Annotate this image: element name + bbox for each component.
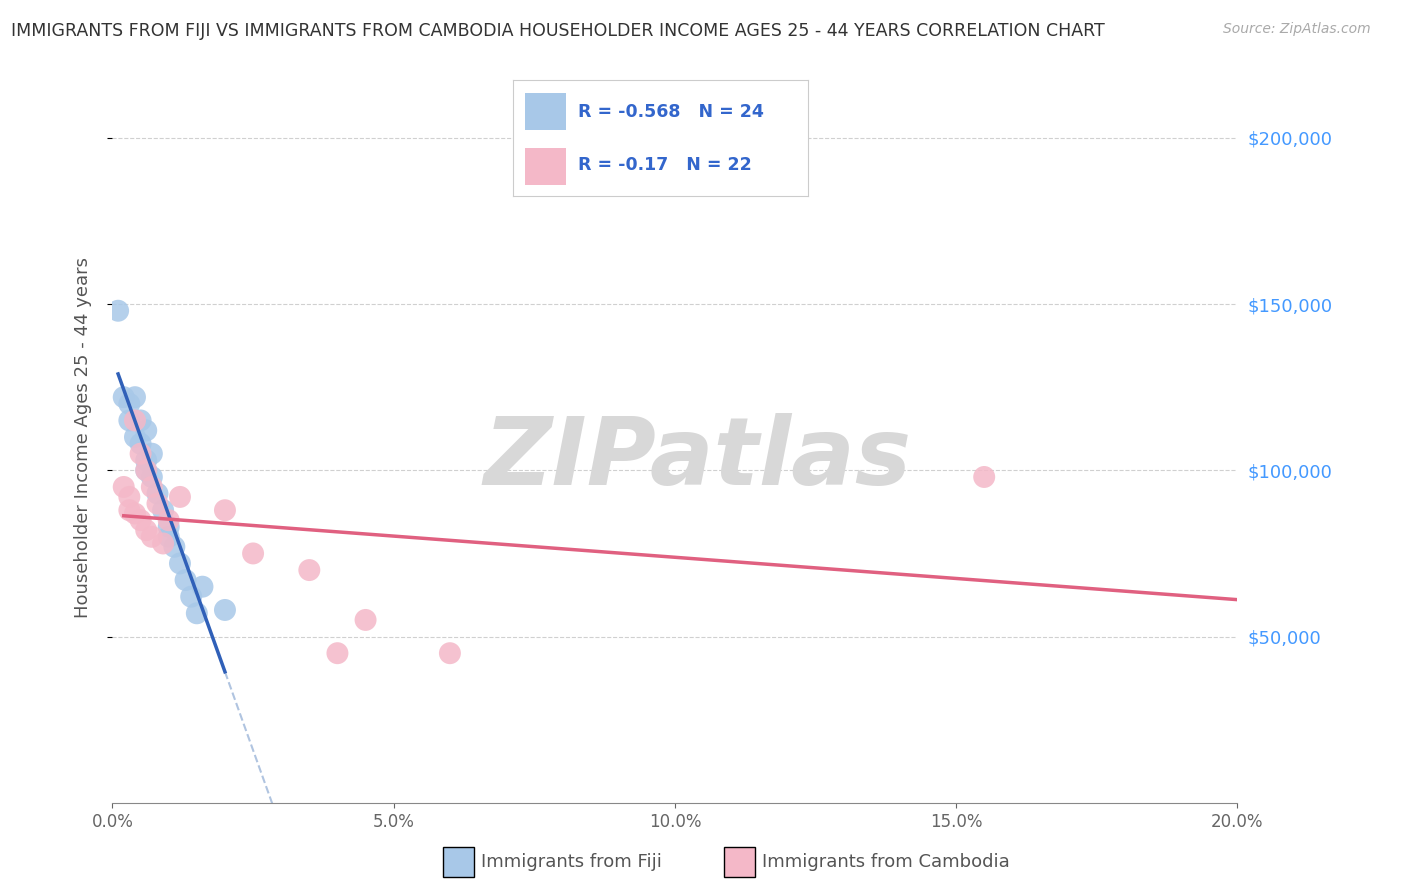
Point [146, 497, 169, 511]
Point [157, 530, 180, 544]
Point [169, 557, 191, 571]
Point [135, 453, 157, 467]
Point [129, 436, 152, 450]
Point [129, 513, 152, 527]
Point [186, 607, 208, 621]
Point [135, 463, 157, 477]
Point [135, 523, 157, 537]
Point [141, 447, 163, 461]
Point [163, 540, 186, 554]
Point [124, 430, 146, 444]
Point [973, 470, 995, 484]
Text: R = -0.568   N = 24: R = -0.568 N = 24 [578, 103, 763, 120]
Point [157, 520, 180, 534]
Point [118, 490, 141, 504]
Point [112, 390, 135, 404]
Text: R = -0.17   N = 22: R = -0.17 N = 22 [578, 156, 752, 174]
Point [141, 480, 163, 494]
Point [354, 613, 377, 627]
Point [152, 536, 174, 550]
Point [298, 563, 321, 577]
Point [214, 503, 236, 517]
Y-axis label: Householder Income Ages 25 - 44 years: Householder Income Ages 25 - 44 years [73, 257, 91, 617]
Point [157, 513, 180, 527]
Point [439, 646, 461, 660]
Point [191, 580, 214, 594]
Point [118, 503, 141, 517]
Point [174, 573, 197, 587]
FancyBboxPatch shape [524, 93, 567, 130]
Point [124, 413, 146, 427]
Point [135, 463, 157, 477]
Point [124, 390, 146, 404]
Point [124, 507, 146, 521]
Point [152, 503, 174, 517]
FancyBboxPatch shape [524, 147, 567, 185]
Point [135, 424, 157, 438]
Text: Source: ZipAtlas.com: Source: ZipAtlas.com [1223, 22, 1371, 37]
Point [118, 397, 141, 411]
Point [107, 303, 129, 318]
Point [180, 590, 202, 604]
Text: Immigrants from Fiji: Immigrants from Fiji [481, 853, 662, 871]
Text: Immigrants from Cambodia: Immigrants from Cambodia [762, 853, 1010, 871]
Point [169, 490, 191, 504]
Point [146, 486, 169, 500]
Point [326, 646, 349, 660]
Point [214, 603, 236, 617]
Point [129, 413, 152, 427]
Point [112, 480, 135, 494]
Text: IMMIGRANTS FROM FIJI VS IMMIGRANTS FROM CAMBODIA HOUSEHOLDER INCOME AGES 25 - 44: IMMIGRANTS FROM FIJI VS IMMIGRANTS FROM … [11, 22, 1105, 40]
Point [242, 546, 264, 560]
Text: ZIPatlas: ZIPatlas [484, 413, 911, 505]
Point [141, 470, 163, 484]
Point [118, 413, 141, 427]
Point [141, 530, 163, 544]
Point [129, 447, 152, 461]
